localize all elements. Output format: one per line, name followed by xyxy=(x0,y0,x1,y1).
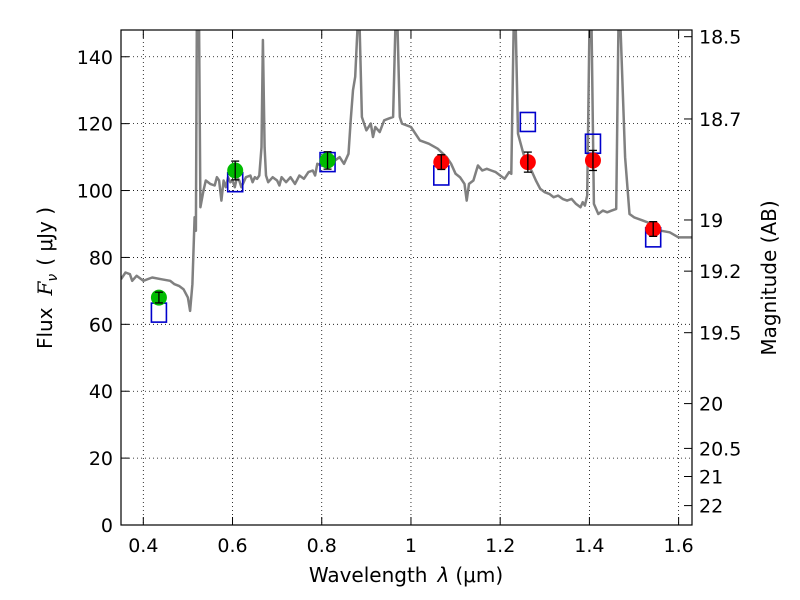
grid-lines xyxy=(121,30,692,526)
x-tick-label: 0.6 xyxy=(217,535,247,557)
x-tick-label: 1.4 xyxy=(574,535,604,557)
y2-tick-label: 22 xyxy=(699,496,723,518)
x-tick-label: 0.4 xyxy=(128,535,158,557)
y2-axis: 18.5 18.7 19 19.2 19.5 20 20.5 21 22 xyxy=(684,27,741,518)
observed-photometry-layer xyxy=(150,149,662,306)
model-photometry-square xyxy=(519,111,537,133)
y2-tick-label: 18.7 xyxy=(699,109,741,131)
x-axis: 0.4 0.6 0.8 1 1.2 1.4 1.6 xyxy=(128,30,694,557)
y2-tick-label: 19.2 xyxy=(699,261,741,283)
x-tick-label: 1.2 xyxy=(485,535,515,557)
y2-tick-label: 19.5 xyxy=(699,323,741,345)
y2-tick-label: 18.5 xyxy=(699,27,741,49)
y2-tick-label: 20 xyxy=(699,394,723,416)
y2-tick-label: 20.5 xyxy=(699,438,741,460)
y-tick-label: 0 xyxy=(101,515,113,537)
y-tick-label: 140 xyxy=(77,47,113,69)
model-spectrum-layer xyxy=(121,30,692,313)
x-tick-label: 1 xyxy=(405,535,417,557)
y-tick-label: 60 xyxy=(89,314,113,336)
y-tick-label: 40 xyxy=(89,381,113,403)
y-tick-label: 80 xyxy=(89,247,113,269)
y-tick-label: 100 xyxy=(77,181,113,203)
y-tick-label: 120 xyxy=(77,114,113,136)
plot-frame xyxy=(120,29,693,526)
x-tick-label: 0.8 xyxy=(307,535,337,557)
y-tick-label: 20 xyxy=(89,448,113,470)
x-axis-title: Wavelength λ (μm) xyxy=(309,563,503,587)
model-spectrum-line xyxy=(121,30,692,313)
x-tick-label: 1.6 xyxy=(664,535,694,557)
y2-axis-title: Magnitude (AB) xyxy=(757,200,781,355)
y-axis: 0 20 40 60 80 100 120 140 xyxy=(77,47,129,537)
y2-tick-label: 21 xyxy=(699,467,723,489)
y-axis-title: FluxFν( μJy ) xyxy=(33,207,61,349)
y2-tick-label: 19 xyxy=(699,210,723,232)
